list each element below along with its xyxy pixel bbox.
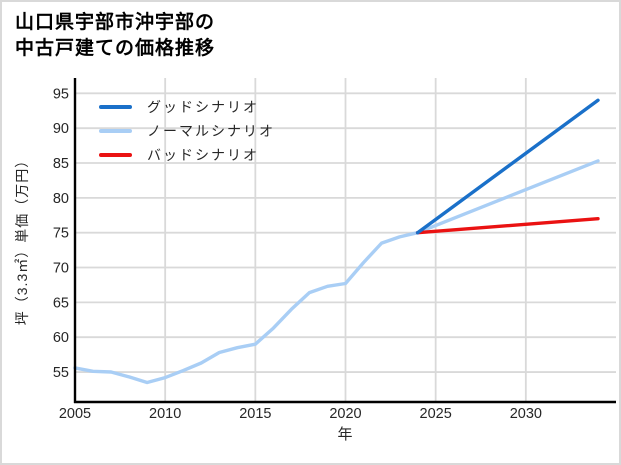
y-tick-label: 80 xyxy=(53,191,69,207)
x-tick-label: 2020 xyxy=(329,406,361,422)
legend-label-normal-scenario: ノーマルシナリオ xyxy=(147,123,275,139)
good-scenario-line-swatch xyxy=(99,105,132,109)
line-good-scenario xyxy=(415,98,600,235)
legend-item-good-scenario: グッドシナリオ xyxy=(99,95,275,119)
y-axis-label: 坪（3.3㎡）単価（万円） xyxy=(14,152,30,326)
line-normal-scenario xyxy=(73,159,600,385)
legend-label-bad-scenario: バッドシナリオ xyxy=(147,147,259,163)
chart-title: 山口県宇部市沖宇部の 中古戸建ての価格推移 xyxy=(15,10,215,62)
x-tick-label: 2015 xyxy=(239,406,271,422)
line-bad-scenario xyxy=(415,217,600,235)
x-tick-label: 2005 xyxy=(59,406,91,422)
y-tick-label: 55 xyxy=(53,365,69,381)
y-tick-label: 65 xyxy=(53,295,69,311)
y-tick-label: 70 xyxy=(53,261,69,277)
y-tick-label: 85 xyxy=(53,156,69,172)
x-tick-label: 2025 xyxy=(420,406,452,422)
x-tick-label: 2030 xyxy=(510,406,542,422)
x-tick-label: 2010 xyxy=(149,406,181,422)
y-tick-label: 95 xyxy=(53,86,69,102)
legend-item-normal-scenario: ノーマルシナリオ xyxy=(99,119,275,143)
y-tick-label: 75 xyxy=(53,226,69,242)
legend-label-good-scenario: グッドシナリオ xyxy=(147,99,259,115)
y-tick-label: 60 xyxy=(53,330,69,346)
normal-scenario-line-swatch xyxy=(99,129,132,133)
legend: グッドシナリオ ノーマルシナリオ バッドシナリオ xyxy=(99,95,275,167)
bad-scenario-line-swatch xyxy=(99,153,132,157)
y-tick-label: 90 xyxy=(53,121,69,137)
legend-item-bad-scenario: バッドシナリオ xyxy=(99,143,275,167)
x-axis-label: 年 xyxy=(337,426,353,443)
chart-title-line2: 中古戸建ての価格推移 xyxy=(15,38,216,59)
chart-title-line1: 山口県宇部市沖宇部の xyxy=(15,12,216,33)
